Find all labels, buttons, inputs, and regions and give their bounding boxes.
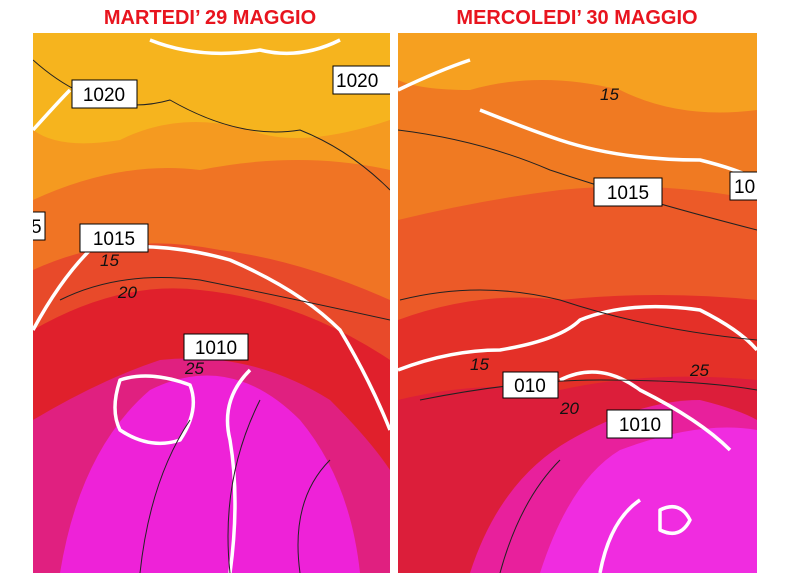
isotherm-label: 15 [470, 355, 489, 374]
map-right: 15 1015 10 15 010 25 20 1010 [398, 33, 757, 573]
isobar-label: 10 [734, 177, 755, 198]
isobar-label: 5 [31, 217, 42, 238]
isotherm-label: 15 [600, 85, 619, 104]
isotherm-label: 20 [559, 399, 579, 418]
panel-title: MARTEDI’ 29 MAGGIO [104, 7, 316, 29]
isotherm-label: 15 [100, 251, 119, 270]
isobar-label: 1020 [336, 71, 378, 92]
isobar-label: 1015 [607, 183, 649, 204]
isotherm-label: 20 [117, 283, 137, 302]
isobar-label: 1010 [619, 415, 661, 436]
isobar-label: 1010 [195, 338, 237, 359]
isotherm-label: 25 [184, 359, 204, 378]
panel-title: MERCOLEDI’ 30 MAGGIO [456, 7, 697, 29]
isobar-label: 1020 [83, 85, 125, 106]
isobar-label: 010 [514, 376, 546, 397]
isotherm-label: 25 [689, 361, 709, 380]
map-left: 1020 1020 5 1015 15 20 1010 25 [31, 33, 390, 573]
isobar-label: 1015 [93, 229, 135, 250]
